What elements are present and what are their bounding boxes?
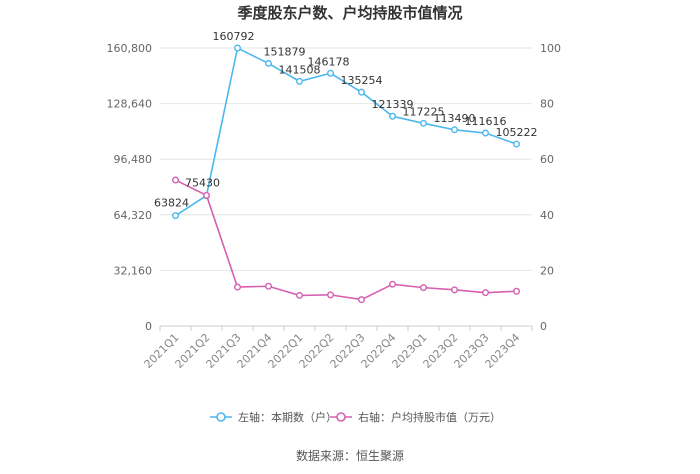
data-label: 151879 [264, 45, 306, 58]
right-tick-label: 60 [540, 153, 554, 166]
data-point [482, 289, 490, 297]
data-label: 75430 [185, 177, 220, 190]
data-label: 105222 [496, 126, 538, 139]
series-line-2 [175, 179, 517, 301]
data-point [358, 88, 366, 96]
data-label: 141508 [279, 63, 321, 76]
left-tick-label: 64,320 [114, 209, 153, 222]
data-point [389, 112, 397, 120]
chart-title: 季度股东户数、户均持股市值情况 [237, 4, 462, 22]
legend[interactable]: 左轴：本期数（户） 右轴：户均持股市值（万元） [210, 410, 501, 424]
data-point [358, 296, 366, 304]
data-point [513, 140, 521, 148]
data-point [451, 126, 459, 134]
data-point [296, 291, 304, 299]
data-point [171, 176, 179, 184]
data-point [513, 287, 521, 295]
data-point [265, 59, 273, 67]
data-label: 160792 [213, 30, 255, 43]
data-point [233, 44, 241, 52]
source-note: 数据来源：恒生聚源 [296, 448, 404, 463]
data-point [233, 283, 241, 291]
data-point [451, 286, 459, 294]
legend-marker-2 [336, 412, 346, 422]
data-point [202, 191, 210, 199]
left-tick-label: 128,640 [107, 98, 153, 111]
left-tick-label: 0 [145, 320, 152, 333]
data-label: 63824 [154, 197, 189, 210]
data-point [171, 212, 179, 220]
series-line-1 [175, 46, 517, 217]
data-point [327, 291, 335, 299]
data-label: 113490 [434, 112, 476, 125]
data-point [482, 129, 490, 137]
right-tick-label: 100 [540, 42, 561, 55]
legend-label-2[interactable]: 右轴：户均持股市值（万元） [358, 410, 501, 424]
data-point [420, 119, 428, 127]
data-point [327, 69, 335, 77]
left-tick-label: 32,160 [114, 264, 153, 277]
right-tick-label: 80 [540, 98, 554, 111]
data-label: 121339 [372, 98, 414, 111]
data-point [265, 282, 273, 290]
series [171, 44, 521, 304]
right-tick-label: 0 [540, 320, 547, 333]
data-point [296, 77, 304, 85]
right-tick-label: 20 [540, 264, 554, 277]
right-tick-label: 40 [540, 209, 554, 222]
data-point [389, 280, 397, 288]
legend-label-1[interactable]: 左轴：本期数（户） [238, 410, 337, 424]
data-label: 135254 [341, 74, 383, 87]
data-label: 111616 [465, 115, 507, 128]
data-point [420, 284, 428, 292]
legend-marker-1 [216, 412, 226, 422]
x-tick-label: 2023Q4 [483, 331, 523, 371]
data-label: 117225 [403, 105, 445, 118]
left-tick-label: 160,800 [107, 42, 153, 55]
left-tick-label: 96,480 [114, 153, 153, 166]
data-label: 146178 [308, 55, 350, 68]
